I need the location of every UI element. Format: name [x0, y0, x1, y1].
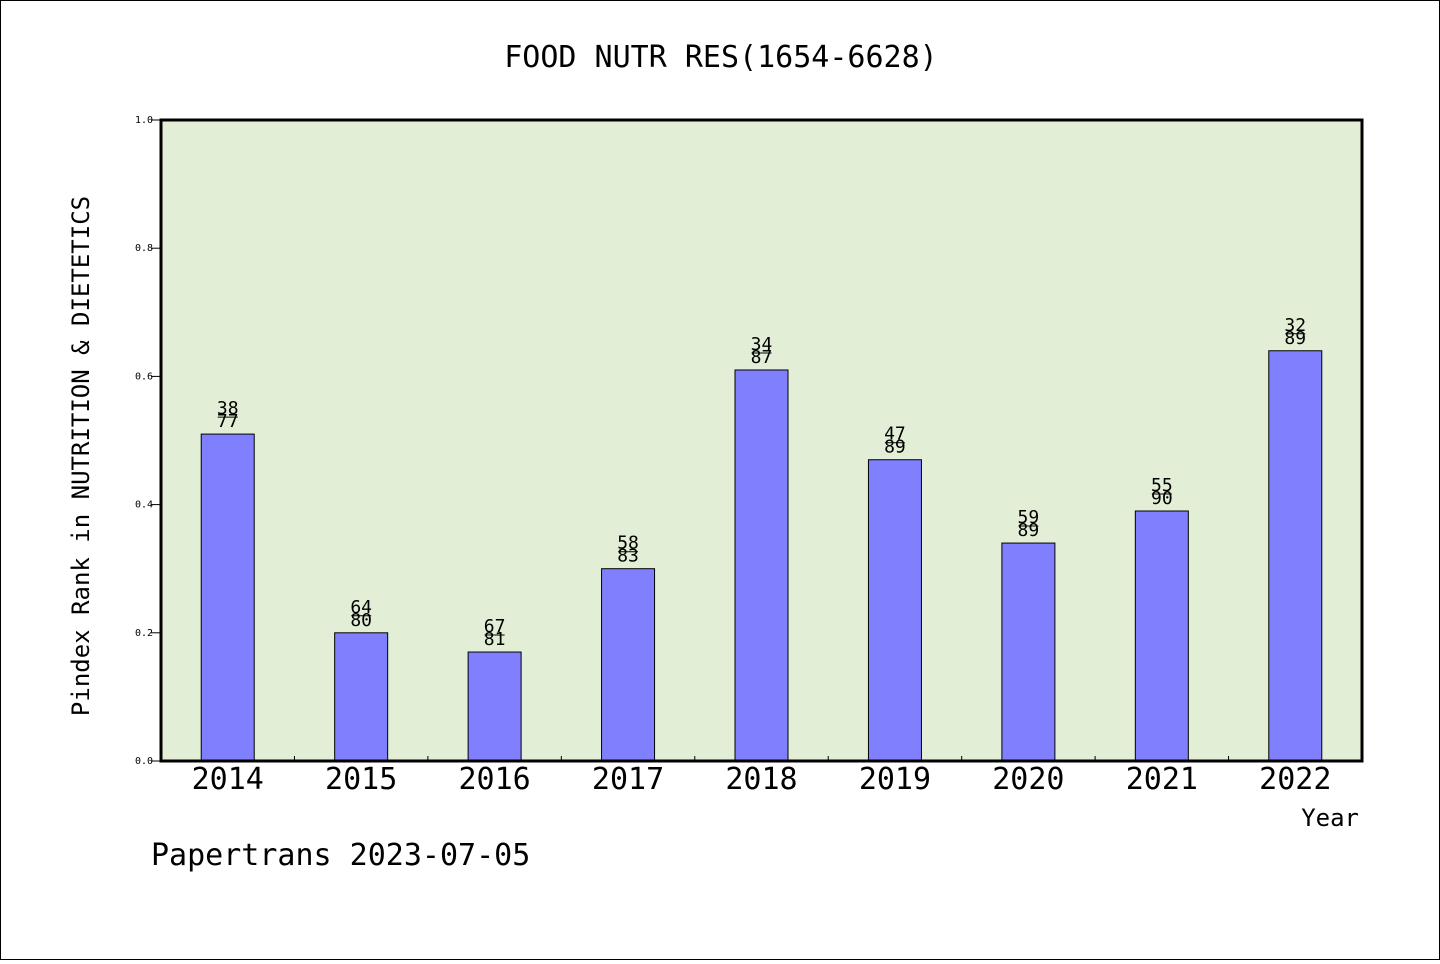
bar-2016 — [467, 651, 522, 762]
x-tick-label: 2015 — [325, 762, 397, 797]
bar-label-top: 55 — [1151, 475, 1173, 496]
x-tick-label: 2018 — [725, 762, 797, 797]
bar-label-bottom: 81 — [484, 629, 506, 650]
bar-label-top: 59 — [1018, 507, 1040, 528]
bar-label-bottom: 89 — [1018, 520, 1040, 541]
bar-2021 — [1134, 510, 1189, 762]
bar-label-bottom: 80 — [350, 610, 372, 631]
bar-label-bottom: 83 — [617, 546, 639, 567]
bar-label-top: 38 — [217, 398, 239, 419]
bar-label-top: 64 — [350, 597, 372, 618]
bar-label-top: 47 — [884, 424, 906, 445]
bar-2014 — [200, 433, 255, 762]
bar-series — [200, 350, 1323, 762]
bar-2019 — [867, 459, 922, 762]
footer-credit: Papertrans 2023-07-05 — [151, 838, 530, 873]
bar-2018 — [734, 369, 789, 762]
y-tick-label: 0.2 — [135, 628, 153, 639]
bar-label-top: 32 — [1284, 315, 1306, 336]
x-axis: 2014 2015 2016 2017 2018 2019 2020 2021 2022 — [192, 756, 1331, 797]
chart-title: FOOD NUTR RES(1654-6628) — [504, 40, 937, 75]
bar-label-bottom: 90 — [1151, 488, 1173, 509]
y-tick-label: 0.6 — [135, 371, 153, 382]
bar-2020 — [1001, 542, 1056, 762]
bar-2017 — [601, 568, 656, 762]
bar-label-top: 67 — [484, 616, 506, 637]
x-tick-label: 2020 — [992, 762, 1064, 797]
y-axis-label: Pindex Rank in NUTRITION & DIETETICS — [67, 196, 95, 716]
y-tick-label: 0.8 — [135, 243, 153, 254]
x-axis-label: Year — [1301, 804, 1359, 832]
bar-label-bottom: 87 — [751, 347, 773, 368]
bar-label-top: 58 — [617, 533, 639, 554]
x-tick-label: 2019 — [859, 762, 931, 797]
x-tick-label: 2016 — [458, 762, 530, 797]
y-tick-label: 0.4 — [135, 500, 153, 511]
x-tick-label: 2021 — [1126, 762, 1198, 797]
bar-label-bottom: 89 — [884, 437, 906, 458]
bar-2015 — [334, 632, 389, 762]
x-tick-label: 2017 — [592, 762, 664, 797]
bar-2022 — [1268, 350, 1323, 762]
y-tick-label: 1.0 — [135, 115, 153, 126]
y-axis: 0.0 0.2 0.4 0.6 0.8 1.0 — [135, 115, 161, 767]
y-tick-label: 0.0 — [135, 756, 153, 767]
bar-label-top: 34 — [751, 334, 773, 355]
plot-border — [159, 118, 1364, 763]
x-tick-label: 2022 — [1259, 762, 1331, 797]
bar-label-bottom: 77 — [217, 411, 239, 432]
x-tick-label: 2014 — [192, 762, 264, 797]
bar-label-bottom: 89 — [1284, 328, 1306, 349]
